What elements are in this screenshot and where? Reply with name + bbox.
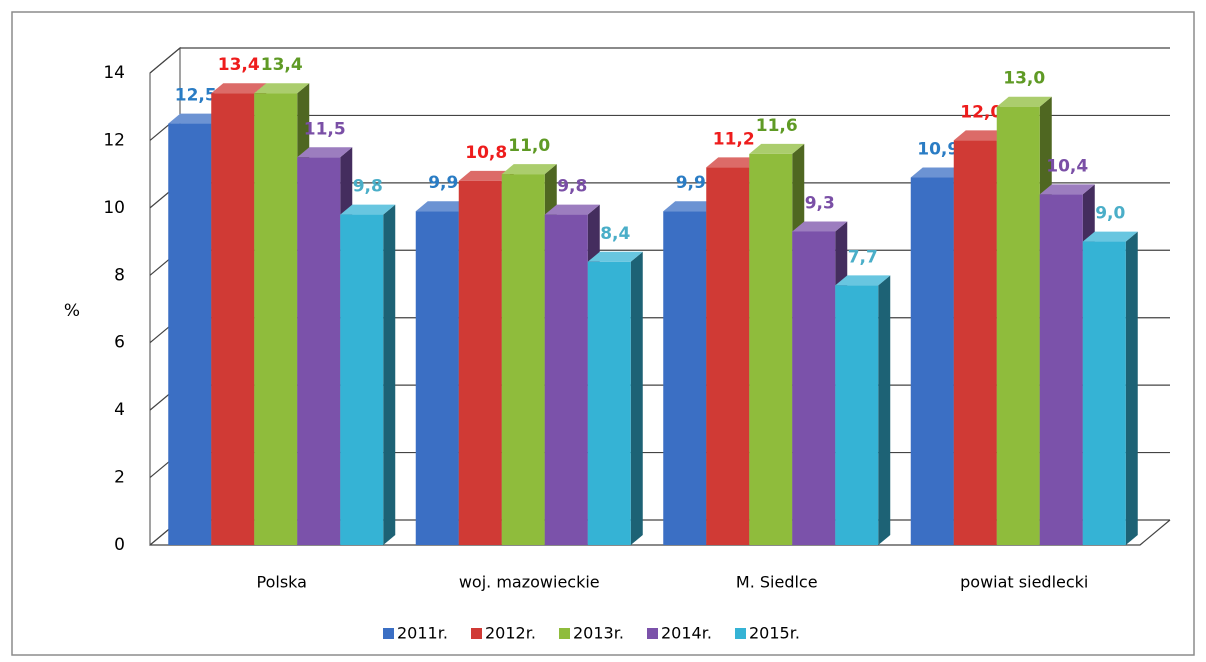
y-tick-label: 14 (103, 63, 125, 83)
bar-side (1125, 231, 1138, 546)
value-label: 9,8 (557, 177, 587, 197)
bar-top (458, 170, 514, 181)
legend-swatch (735, 628, 746, 639)
legend-swatch (559, 628, 570, 639)
bar-top (1082, 231, 1138, 242)
bar (168, 123, 212, 546)
bar-side (878, 275, 891, 545)
bar (792, 231, 836, 545)
legend-swatch (383, 628, 394, 639)
bar-side (630, 251, 643, 546)
bar (254, 93, 298, 545)
bar (1082, 241, 1126, 546)
bar-top (706, 157, 762, 168)
bar-top (211, 83, 267, 94)
bar-top (663, 201, 719, 212)
value-label: 7,7 (848, 247, 878, 267)
bar (211, 93, 255, 545)
bar (996, 106, 1040, 545)
value-label: 10,4 (1046, 156, 1088, 176)
bar-top (835, 275, 891, 286)
value-label: 11,2 (713, 129, 755, 149)
legend-label: 2012r. (485, 624, 536, 643)
bar-top (168, 113, 224, 124)
bar-top (587, 251, 643, 262)
legend-label: 2015r. (749, 624, 800, 643)
bar-top (254, 83, 310, 94)
value-label: 11,5 (304, 119, 346, 139)
bar-side (383, 204, 396, 545)
value-label: 9,3 (805, 193, 835, 213)
bar (663, 211, 707, 545)
x-tick-label: Polska (257, 573, 307, 592)
bar (910, 177, 954, 545)
bar-top (996, 96, 1052, 107)
bar-top (297, 147, 353, 158)
legend-swatch (471, 628, 482, 639)
bar (706, 167, 750, 545)
value-label: 9,9 (676, 173, 706, 193)
y-axis-label: % (64, 301, 80, 321)
value-label: 9,0 (1095, 204, 1125, 224)
value-label: 12,5 (175, 86, 217, 106)
y-tick-label: 12 (103, 130, 125, 150)
value-label: 11,6 (756, 116, 798, 136)
y-tick-label: 10 (103, 198, 125, 218)
value-label: 13,4 (218, 55, 260, 75)
bar (544, 214, 588, 545)
bar (835, 285, 879, 545)
value-label: 12,0 (960, 102, 1002, 122)
bar-top (953, 130, 1009, 141)
legend-label: 2013r. (573, 624, 624, 643)
x-tick-label: woj. mazowieckie (459, 573, 600, 592)
bar-top (910, 167, 966, 178)
bar-top (792, 221, 848, 232)
legend-label: 2011r. (397, 624, 448, 643)
bar (458, 180, 502, 545)
bar-top (501, 164, 557, 175)
y-tick-label: 4 (114, 400, 125, 420)
value-label: 9,9 (428, 173, 458, 193)
x-tick-label: powiat siedlecki (960, 573, 1088, 592)
y-tick-label: 2 (114, 468, 125, 488)
value-label: 8,4 (600, 224, 630, 244)
value-label: 11,0 (508, 136, 550, 156)
y-tick-label: 8 (114, 265, 125, 285)
bar (297, 157, 341, 546)
bar (415, 211, 459, 545)
value-label: 13,4 (261, 55, 303, 75)
legend-label: 2014r. (661, 624, 712, 643)
bar (953, 140, 997, 545)
value-label: 10,9 (917, 140, 959, 160)
y-tick-label: 6 (114, 333, 125, 353)
bar-top (749, 143, 805, 154)
value-label: 13,0 (1003, 69, 1045, 89)
bar-top (340, 204, 396, 215)
bar (501, 174, 545, 545)
legend-swatch (647, 628, 658, 639)
bar (340, 214, 384, 545)
bar (749, 153, 793, 545)
grid-line (149, 47, 1170, 74)
bar-top (415, 201, 471, 212)
bar (587, 261, 631, 545)
bar-top (1039, 184, 1095, 195)
x-tick-label: M. Siedlce (736, 573, 818, 592)
value-label: 9,8 (353, 177, 383, 197)
bar (1039, 194, 1083, 545)
value-label: 10,8 (465, 143, 507, 163)
bar-top (544, 204, 600, 215)
y-tick-label: 0 (114, 535, 125, 555)
